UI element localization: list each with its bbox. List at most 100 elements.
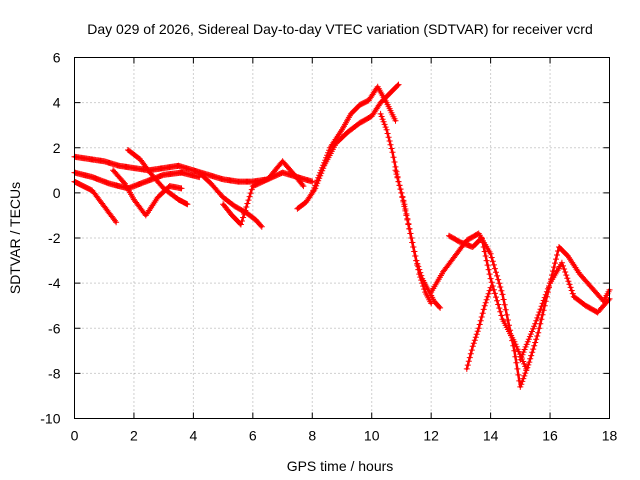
data-point	[478, 314, 485, 320]
data-point	[248, 186, 255, 193]
data-point	[486, 271, 493, 278]
data-point	[533, 336, 540, 343]
data-point	[389, 149, 396, 156]
x-tick-label: 10	[364, 428, 380, 444]
data-point	[541, 294, 548, 301]
x-tick-label: 16	[542, 428, 558, 444]
data-point	[415, 266, 422, 273]
x-tick-label: 4	[189, 428, 197, 444]
data-point	[537, 320, 544, 327]
data-point	[483, 296, 490, 303]
data-point	[568, 287, 575, 294]
data-point	[487, 284, 494, 291]
data-point	[414, 262, 421, 269]
data-point	[515, 371, 522, 378]
data-point	[386, 138, 393, 144]
data-point	[394, 82, 401, 89]
data-point	[543, 288, 550, 295]
data-point	[466, 354, 473, 361]
data-point	[546, 283, 552, 289]
x-tick-label: 0	[71, 428, 79, 444]
chart-title: Day 029 of 2026, Sidereal Day-to-day VTE…	[87, 21, 593, 37]
x-tick-label: 8	[308, 428, 316, 444]
series-sat-n	[463, 284, 494, 372]
data-point	[483, 257, 490, 264]
data-point	[403, 212, 410, 219]
data-point	[487, 275, 494, 282]
x-tick-label: 6	[249, 428, 257, 444]
data-point	[410, 244, 417, 250]
data-point	[495, 276, 502, 283]
series-sat-k	[392, 167, 435, 307]
data-point	[490, 286, 497, 293]
data-point	[247, 190, 254, 197]
data-point	[388, 145, 395, 152]
data-point	[491, 265, 498, 272]
data-point	[407, 230, 414, 237]
data-point	[396, 182, 403, 189]
data-point	[542, 291, 549, 298]
x-tick-label: 12	[423, 428, 439, 444]
data-point	[471, 337, 478, 344]
series-sat-g	[220, 158, 307, 228]
data-point	[478, 235, 485, 241]
data-point	[299, 181, 306, 188]
data-point	[312, 182, 319, 189]
series-sat-o	[517, 259, 613, 363]
data-point	[500, 296, 507, 303]
data-point	[517, 383, 524, 390]
data-point	[395, 178, 402, 185]
data-point	[530, 325, 537, 332]
data-point	[538, 303, 545, 310]
data-point	[383, 126, 390, 133]
data-point	[481, 302, 488, 309]
data-point	[417, 274, 424, 281]
data-point	[258, 223, 265, 230]
data-point	[562, 269, 569, 275]
data-point	[511, 347, 518, 354]
data-point	[244, 200, 251, 207]
data-point	[526, 359, 533, 366]
data-point	[528, 352, 535, 359]
series-layer	[71, 81, 613, 390]
data-point	[531, 342, 538, 349]
data-point	[420, 283, 427, 290]
data-point	[551, 264, 557, 271]
data-point	[530, 346, 537, 353]
data-point	[552, 260, 558, 267]
data-point	[519, 351, 526, 358]
data-point	[534, 333, 541, 339]
data-point	[544, 285, 551, 292]
data-point	[418, 277, 425, 284]
data-point	[463, 365, 470, 372]
data-point	[523, 365, 530, 372]
data-point	[112, 217, 118, 224]
data-point	[379, 116, 386, 123]
data-point	[493, 269, 499, 276]
data-point	[536, 309, 543, 316]
data-point	[378, 113, 385, 120]
data-point	[470, 340, 477, 347]
y-tick-label: -4	[48, 275, 61, 291]
data-point	[533, 317, 540, 324]
data-point	[380, 118, 387, 125]
data-point	[406, 226, 413, 232]
data-point	[538, 316, 545, 323]
data-point	[245, 197, 252, 204]
data-point	[497, 284, 504, 290]
data-point	[391, 159, 398, 165]
data-point	[518, 354, 525, 361]
y-axis-label: SDTVAR / TECUs	[7, 182, 23, 294]
data-point	[523, 341, 530, 348]
data-point	[464, 362, 471, 369]
data-point	[385, 134, 392, 141]
x-tick-label: 14	[483, 428, 499, 444]
data-point	[527, 331, 534, 338]
data-point	[257, 222, 264, 229]
y-tick-labels: -10 -8 -6 -4 -2 0 2 4 6	[40, 50, 60, 427]
data-point	[402, 207, 409, 214]
data-point	[519, 378, 526, 385]
y-tick-label: 4	[53, 95, 61, 111]
data-point	[501, 301, 508, 308]
